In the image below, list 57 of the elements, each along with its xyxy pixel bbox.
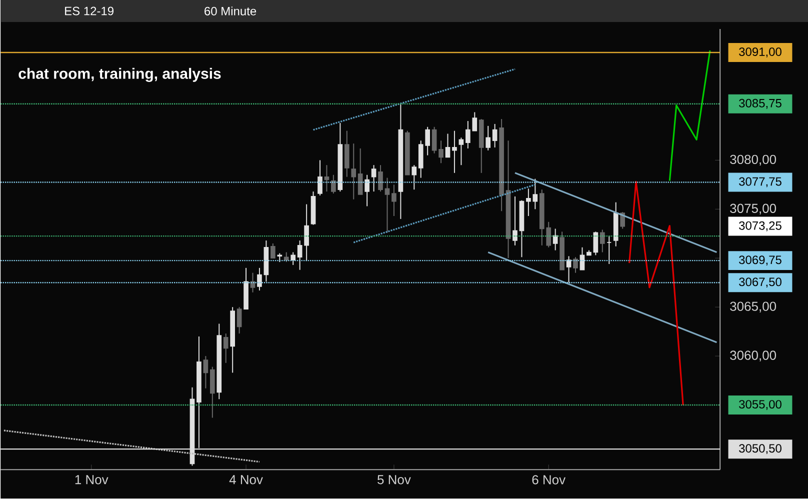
candlestick [566,256,572,284]
candlestick [223,333,228,364]
x-tick-label: 5 Nov [378,475,411,484]
candlestick [297,240,302,271]
candlestick [257,268,262,292]
text: 3073,25 [739,222,782,232]
candlestick [384,178,390,234]
candlestick [270,243,276,259]
candlestick [351,143,356,200]
candlestick [432,126,437,154]
candlestick [358,148,363,196]
candlestick [210,366,215,418]
y-tick-label: 3075,00 [730,204,776,215]
ref-line-label: 3050,50 [739,444,782,454]
candlestick [324,164,330,192]
x-tick-label: 4 Nov [229,475,263,484]
ref-line-label: 3077,75 [739,177,782,188]
candlestick [331,174,336,194]
candlestick [445,133,450,158]
candlestick [412,164,417,190]
candlestick [452,130,457,174]
ref-line-label: 3091,00 [739,48,782,58]
candlestick [250,272,256,294]
candlestick [304,204,309,262]
candlestick [371,164,376,192]
candlestick [284,252,289,263]
y-tick-label: 3065,00 [730,302,776,313]
candlestick [458,137,464,166]
line-series [628,181,684,406]
candlestick [392,184,396,217]
candlestick [290,252,296,266]
candlestick [438,140,444,164]
candlestick [486,126,491,152]
candlestick [378,164,383,192]
candlestick [318,160,322,196]
ref-line-label: 3055,00 [739,400,782,410]
x-tick-label: 6 Nov [532,475,566,485]
candlestick [552,228,558,251]
x-tick-label: 1 Nov [75,475,108,484]
candlestick [512,196,518,246]
candlestick [364,174,370,207]
y-tick-label: 3060,00 [730,350,776,362]
candlestick [600,229,605,253]
candlestick [203,356,208,390]
text: 60 Minute [204,6,256,16]
candlestick [344,130,350,178]
ref-line-label: 3067,50 [739,278,782,288]
ref-line-label: 3069,75 [739,256,782,266]
candlestick [492,124,498,148]
text: chat room, training, analysis [18,68,221,82]
candlestick [236,306,242,334]
ref-line-label: 3085,75 [739,99,782,110]
chart-title: ES 12-19 [65,6,114,16]
y-tick-label: 3080,00 [730,155,776,166]
candlestick [573,256,578,274]
line-series [668,50,711,182]
candlestick [580,247,585,271]
